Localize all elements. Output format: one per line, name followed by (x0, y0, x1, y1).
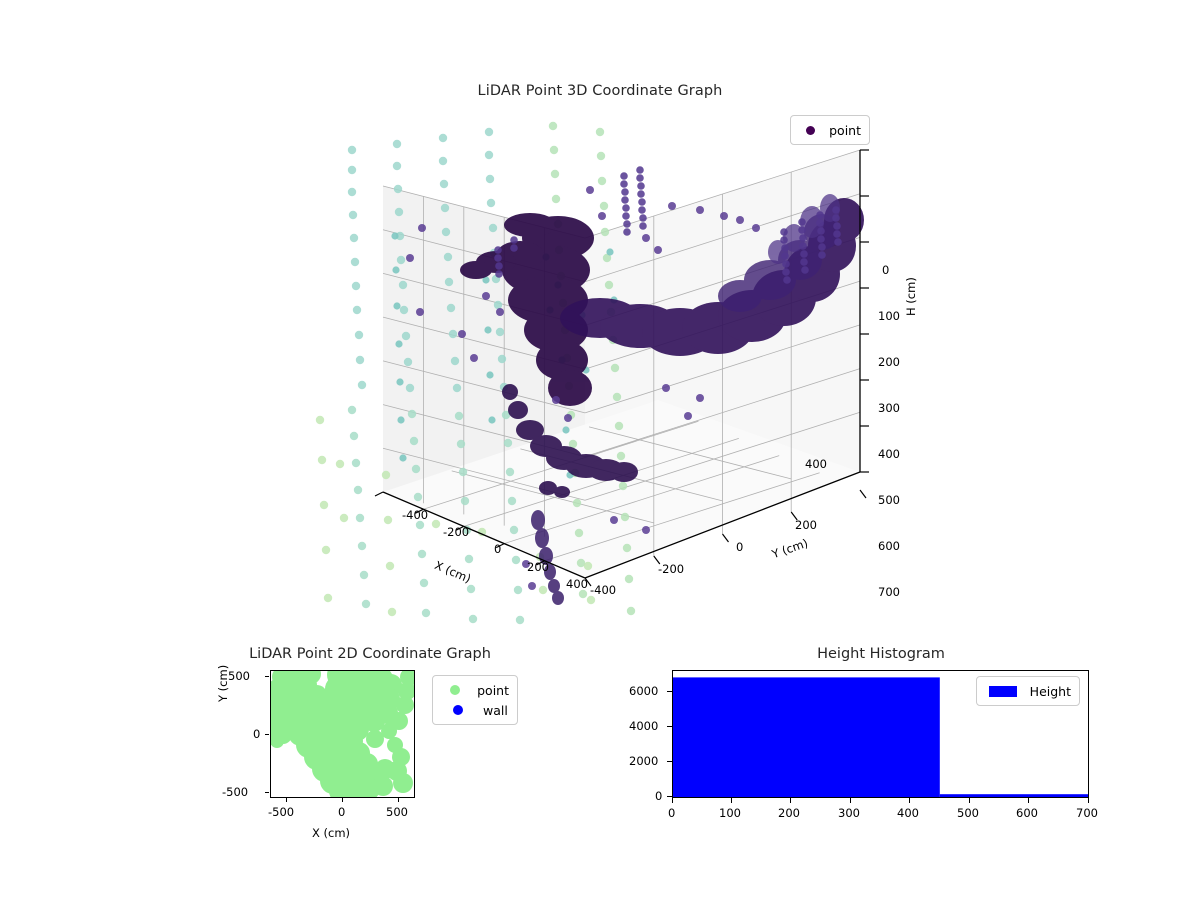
axis-ticks-y-3d (584, 489, 867, 587)
x-tick-400: 400 (566, 577, 588, 591)
point-cloud-spikes (494, 166, 842, 284)
point-cloud-lower (502, 384, 638, 605)
y2-tick--500: -500 (222, 785, 249, 799)
xh-tickmark-600 (1028, 798, 1030, 803)
legend-item-point-3d: point (799, 120, 861, 140)
h-tick-500: 500 (878, 493, 900, 507)
lidar-2d-scatter-svg (271, 671, 414, 797)
x2-tickmark--500 (286, 798, 288, 802)
lidar-3d-scatter-axes[interactable]: 0 100 200 300 400 500 600 700 H (cm) -40… (300, 120, 940, 640)
panel-2d-title: LiDAR Point 2D Coordinate Graph (249, 646, 491, 662)
y-tick--200: -200 (658, 562, 685, 576)
y-tick-400: 400 (805, 457, 827, 471)
legend-swatch-wrap (441, 705, 475, 715)
point-marker-icon (805, 125, 815, 135)
legend-swatch-wrap (441, 685, 469, 695)
yh-tick-4000: 4000 (629, 719, 659, 733)
axis-ticks-h-3d (860, 149, 869, 473)
x2-tick-0: 0 (338, 805, 346, 819)
x2-axis-label: X (cm) (312, 826, 351, 840)
histogram-bars (673, 677, 1088, 797)
h-tick-300: 300 (878, 401, 900, 415)
yh-tickmark-0 (667, 796, 672, 798)
y2-tickmark--500 (265, 792, 269, 794)
legend-swatch-wrap (985, 685, 1022, 697)
xh-tickmark-700 (1088, 798, 1090, 803)
lidar-2d-scatter-axes[interactable] (270, 670, 415, 798)
y-tick-200: 200 (795, 518, 817, 532)
x2-tickmark-0 (342, 798, 344, 802)
histogram-bar (673, 677, 940, 797)
h-tick-200: 200 (878, 355, 900, 369)
height-bar-swatch-icon (989, 685, 1018, 697)
legend-item-height: Height (985, 681, 1071, 701)
y2-tick-500: 500 (228, 669, 250, 683)
h-tick-100: 100 (878, 309, 900, 323)
xh-tickmark-400 (909, 798, 911, 803)
point-cloud-outliers (406, 186, 760, 590)
xh-tick-500: 500 (957, 806, 979, 820)
wall-marker-icon (453, 705, 463, 715)
legend-label-point-2d: point (477, 682, 509, 698)
x2-tick--500: -500 (268, 805, 295, 819)
xh-tickmark-200 (790, 798, 792, 803)
y-tick-0: 0 (736, 540, 744, 554)
scatter-2d-points (271, 671, 414, 797)
x-tick-200: 200 (527, 560, 549, 574)
legend-hist: Height (976, 676, 1080, 706)
legend-label-wall-2d: wall (483, 702, 508, 718)
xh-tickmark-0 (672, 798, 674, 803)
xh-tick-700: 700 (1076, 806, 1098, 820)
legend-item-point-2d: point (441, 680, 509, 700)
x-tick-0: 0 (494, 542, 502, 556)
axis-ticks-x-3d (374, 491, 545, 566)
y2-axis-label: Y (cm) (216, 664, 230, 702)
xh-tick-600: 600 (1016, 806, 1038, 820)
axis-spines-3d (382, 150, 861, 579)
xh-tick-200: 200 (778, 806, 800, 820)
lidar-3d-scatter-svg (315, 121, 869, 625)
h-tick-700: 700 (878, 585, 900, 599)
histogram-bar (939, 794, 1088, 797)
point-marker-icon (450, 685, 461, 695)
x2-tickmark-500 (398, 798, 400, 802)
h-axis-label: H (cm) (904, 277, 918, 316)
yh-tickmark-2000 (667, 761, 672, 763)
yh-tick-2000: 2000 (629, 754, 659, 768)
panel-3d-title: LiDAR Point 3D Coordinate Graph (477, 83, 723, 99)
height-histogram-svg (673, 677, 1088, 797)
legend-3d: point (790, 115, 870, 145)
panel-hist-title: Height Histogram (817, 646, 945, 662)
h-tick-600: 600 (878, 539, 900, 553)
xh-tick-400: 400 (897, 806, 919, 820)
legend-label-point-3d: point (829, 122, 861, 138)
yh-tickmark-6000 (667, 691, 672, 693)
point-cloud-main-body (460, 194, 864, 406)
h-tick-400: 400 (878, 447, 900, 461)
y-tick--400: -400 (590, 583, 617, 597)
yh-tickmark-4000 (667, 726, 672, 728)
grid-right-pane (584, 149, 861, 556)
x-tick--400: -400 (402, 508, 429, 522)
xh-tick-100: 100 (719, 806, 741, 820)
legend-swatch-wrap (799, 125, 821, 135)
xh-tick-0: 0 (668, 806, 676, 820)
point-cloud-3d (315, 121, 864, 625)
legend-item-wall-2d: wall (441, 700, 509, 720)
yh-tick-6000: 6000 (629, 684, 659, 698)
legend-2d: point wall (432, 675, 518, 725)
x-tick--200: -200 (443, 525, 470, 539)
xh-tickmark-500 (969, 798, 971, 803)
h-tick-0: 0 (882, 263, 890, 277)
legend-label-height: Height (1029, 683, 1071, 699)
y2-tickmark-500 (265, 676, 269, 678)
x2-tick-500: 500 (386, 805, 408, 819)
xh-tick-300: 300 (838, 806, 860, 820)
xh-tickmark-100 (731, 798, 733, 803)
xh-tickmark-300 (850, 798, 852, 803)
y2-tick-0: 0 (253, 727, 261, 741)
y2-tickmark-0 (265, 734, 269, 736)
yh-tick-0: 0 (655, 789, 663, 803)
